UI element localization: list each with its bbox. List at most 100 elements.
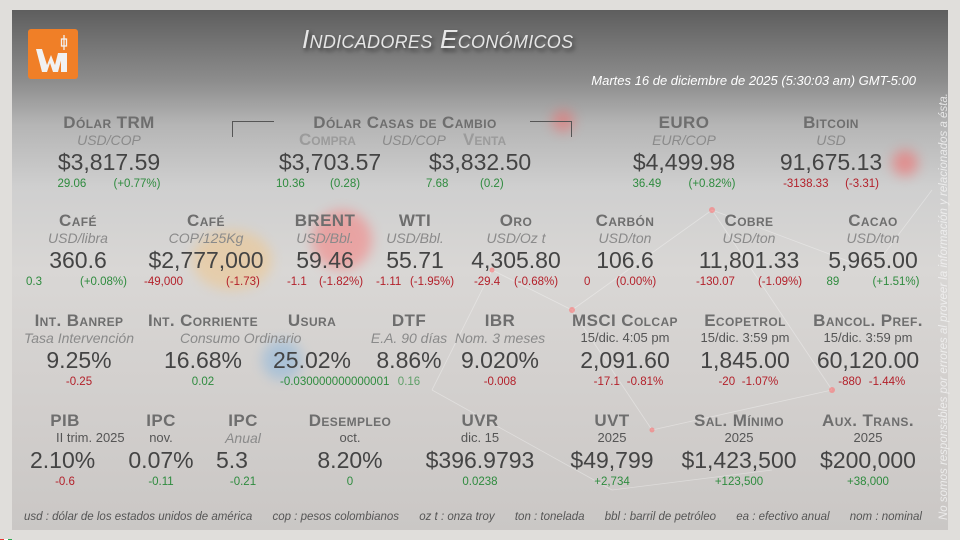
indicator-change: 0: [584, 276, 591, 288]
indicator-bancol-pref[interactable]: Bancol. Pref. 15/dic. 3:59 pm 60,120.00 …: [808, 312, 928, 390]
indicator-ecopetrol[interactable]: Ecopetrol 15/dic. 3:59 pm 1,845.00 -20 -1…: [690, 312, 800, 390]
indicator-casas-cambio-title: Dólar Casas de Cambio: [280, 114, 530, 132]
indicator-value: $3,817.59: [57, 149, 161, 175]
indicator-change: -49,000: [144, 276, 184, 288]
page-title: Indicadores Económicos: [302, 24, 574, 54]
indicator-uvr[interactable]: UVR dic. 15 $396.9793 0.0238: [418, 412, 542, 490]
indicator-auxilio-transporte[interactable]: Aux. Trans. 2025 $200,000 +38,000: [812, 412, 924, 490]
indicator-unit: USD/Bbl.: [296, 230, 354, 246]
indicator-name: Café: [187, 211, 225, 230]
indicator-change: -0.6: [55, 476, 75, 488]
indicator-cafe-usd[interactable]: Café USD/libra 360.6 0.3 (+0.08%): [22, 212, 134, 290]
indicator-dolar-trm[interactable]: Dólar TRM USD/COP $3,817.59 29.06 (+0.77%…: [44, 114, 174, 192]
indicator-value: 55.71: [386, 247, 444, 273]
indicator-ipc-mensual[interactable]: IPC nov. 0.07% -0.11: [126, 412, 196, 490]
indicator-unit: USD: [816, 132, 846, 148]
indicator-pct: (-1.73): [226, 276, 260, 288]
indicator-unit: nov.: [149, 430, 173, 445]
indicator-name: WTI: [398, 211, 432, 230]
indicator-name: MSCI Colcap: [572, 311, 678, 330]
indicator-cobre[interactable]: Cobre USD/ton 11,801.33 -130.07 (-1.09%): [690, 212, 808, 290]
indicator-pct: (0.2): [480, 178, 504, 190]
venta-label: Venta: [463, 130, 507, 149]
indicator-name: Ecopetrol: [704, 311, 786, 330]
indicator-name: UVR: [461, 411, 499, 430]
indicator-usura[interactable]: Usura 25.02% -0.030000000000001: [262, 312, 390, 390]
bokeh-decoration: [312, 210, 372, 270]
indicator-name: IPC: [146, 411, 176, 430]
indicator-bitcoin[interactable]: Bitcoin USD 91,675.13 -3138.33 (-3.31): [772, 114, 890, 192]
indicator-euro[interactable]: EURO EUR/COP $4,499.98 36.49 (+0.82%): [622, 114, 746, 192]
indicator-cacao[interactable]: Cacao USD/ton 5,965.00 89 (+1.51%): [820, 212, 926, 290]
indicator-unit: USD/ton: [598, 230, 652, 246]
indicator-change: -130.07: [695, 276, 735, 288]
indicator-dtf[interactable]: DTF E.A. 90 días 8.86% 0.16: [364, 312, 454, 390]
indicator-unit: USD/ton: [846, 230, 900, 246]
indicator-change: -20: [718, 376, 736, 388]
indicator-value: $49,799: [570, 447, 654, 473]
indicator-casas-compra[interactable]: $3,703.57 10.36 (0.28): [270, 148, 390, 192]
glossary-item: nom : nominal: [849, 511, 922, 523]
indicator-change: 0.0238: [462, 476, 498, 488]
indicator-pct: (-1.82%): [318, 276, 364, 288]
indicator-desempleo[interactable]: Desempleo oct. 8.20% 0: [300, 412, 400, 490]
indicator-change: -880: [838, 376, 862, 388]
indicator-value: 8.86%: [376, 347, 442, 373]
indicator-unit: Tasa Intervención: [24, 330, 134, 346]
indicator-change: -29.4: [473, 276, 501, 288]
indicator-change: 0.16: [397, 376, 421, 388]
indicator-pib[interactable]: PIB II trim. 2025 2.10% -0.6: [26, 412, 125, 490]
indicator-value: 9.25%: [46, 347, 112, 373]
indicator-value: 0.07%: [128, 447, 194, 473]
indicator-casas-venta[interactable]: $3,832.50 7.68 (0.2): [420, 148, 540, 192]
indicators-panel: [12, 10, 948, 530]
glossary-item: usd : dólar de los estados unidos de amé…: [24, 511, 253, 523]
indicator-change: -0.030000000000001: [280, 376, 390, 388]
indicator-wti[interactable]: WTI USD/Bbl. 55.71 -1.11 (-1.95%): [372, 212, 458, 290]
indicator-name: Dólar Casas de Cambio: [313, 113, 497, 132]
indicator-change: 7.68: [426, 178, 449, 190]
indicator-value: 16.68%: [163, 347, 242, 373]
indicator-carbon[interactable]: Carbón USD/ton 106.6 0 (0.00%): [582, 212, 668, 290]
indicator-unit: 15/dic. 4:05 pm: [580, 330, 670, 345]
bracket-right-decoration: [530, 121, 572, 137]
indicator-change: -3138.33: [783, 178, 829, 190]
indicator-change: -1.11: [375, 276, 402, 288]
indicator-pct: (+1.51%): [872, 276, 920, 288]
indicator-value: 59.46: [296, 247, 354, 273]
bokeh-decoration: [892, 150, 918, 176]
brand-logo[interactable]: [28, 29, 78, 79]
indicator-pct: (0.00%): [616, 276, 657, 288]
indicator-name: Café: [59, 211, 97, 230]
indicator-ipc-anual[interactable]: IPC Anual 5.3 -0.21: [208, 412, 278, 490]
indicator-int-banrep[interactable]: Int. Banrep Tasa Intervención 9.25% -0.2…: [24, 312, 134, 390]
indicator-change: +38,000: [847, 476, 889, 488]
indicator-msci-colcap[interactable]: MSCI Colcap 15/dic. 4:05 pm 2,091.60 -17…: [566, 312, 684, 390]
bokeh-decoration: [192, 230, 272, 290]
indicator-salario-minimo[interactable]: Sal. Mínimo 2025 $1,423,500 +123,500: [676, 412, 802, 490]
indicator-brent[interactable]: BRENT USD/Bbl. 59.46 -1.1 (-1.82%): [282, 212, 368, 290]
indicator-oro[interactable]: Oro USD/Oz t 4,305.80 -29.4 (-0.68%): [464, 212, 568, 290]
indicator-value: 91,675.13: [779, 149, 883, 175]
glossary-item: cop : pesos colombianos: [272, 511, 400, 523]
glossary-item: ton : tonelada: [514, 511, 585, 523]
indicator-unit: 2025: [597, 430, 627, 445]
indicator-change: 29.06: [57, 178, 87, 190]
indicator-pct: (-0.68%): [513, 276, 559, 288]
indicator-pct: (-3.31): [845, 178, 879, 190]
indicator-change: -0.008: [483, 376, 517, 388]
indicator-name: EURO: [658, 113, 710, 132]
indicator-ibr[interactable]: IBR Nom. 3 meses 9.020% -0.008: [452, 312, 548, 390]
indicator-name: Carbón: [595, 211, 655, 230]
indicator-uvt[interactable]: UVT 2025 $49,799 +2,734: [556, 412, 668, 490]
indicator-change: 0.3: [26, 276, 42, 288]
indicator-cafe-cop[interactable]: Café COP/125Kg $2,777,000 -49,000 (-1.73): [142, 212, 270, 290]
logo-w-icon: [36, 35, 68, 72]
indicator-pct: (+0.08%): [80, 276, 127, 288]
indicator-value: 25.02%: [272, 347, 351, 373]
glossary-item: oz t : onza troy: [419, 511, 495, 523]
indicator-int-corriente[interactable]: Int. Corriente Consumo Ordinario 16.68% …: [140, 312, 301, 390]
indicator-change: -0.21: [229, 476, 257, 488]
disclaimer-text: No somos responsables por errores al pro…: [938, 93, 950, 520]
indicator-pct: -1.07%: [741, 376, 779, 388]
